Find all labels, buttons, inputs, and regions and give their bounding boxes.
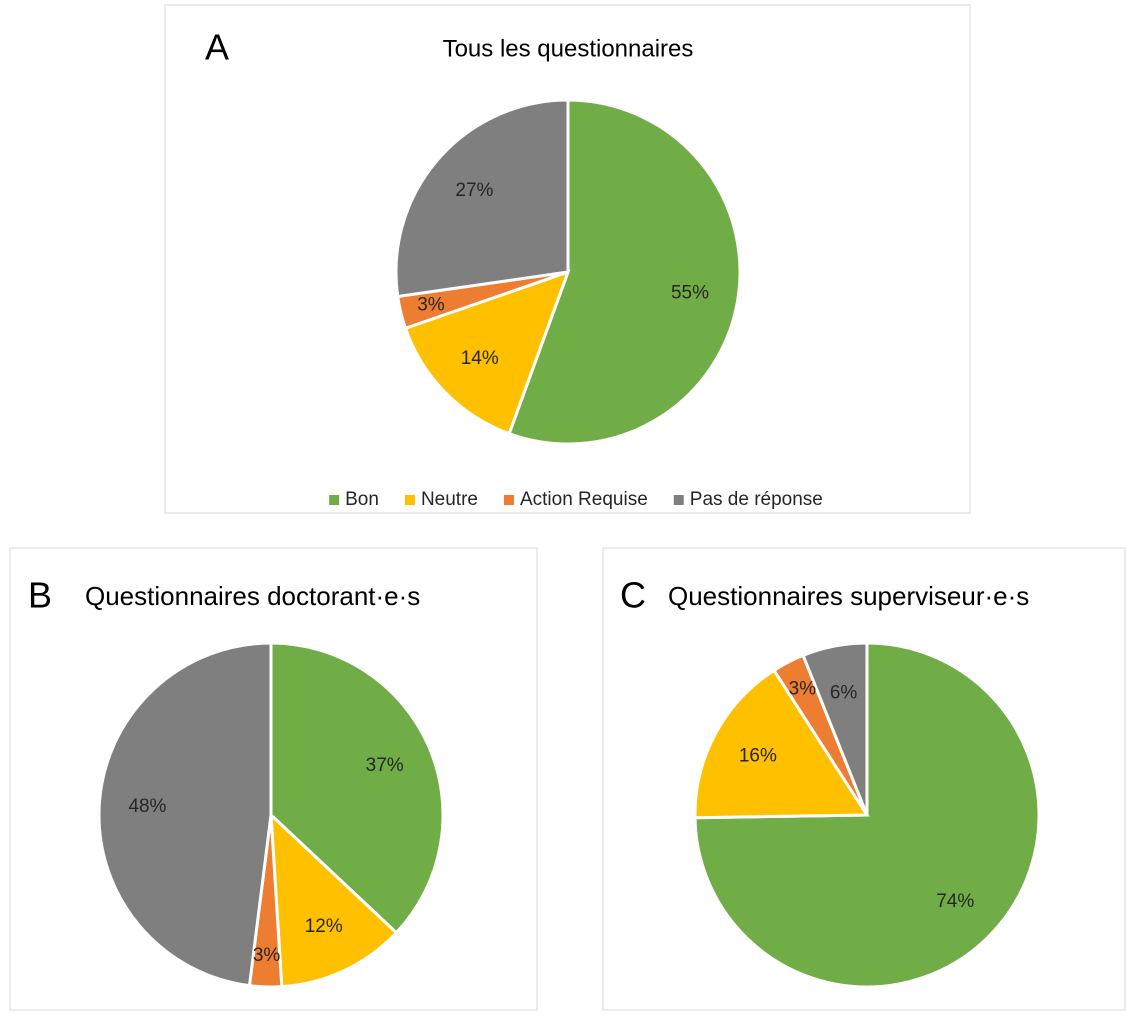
pie-slice xyxy=(507,98,742,446)
pie-slice xyxy=(97,641,273,988)
data-label: 16% xyxy=(739,746,777,767)
data-label: 48% xyxy=(128,796,166,817)
panel-letter: C xyxy=(620,575,646,616)
legend-swatch xyxy=(503,495,514,505)
data-label: 14% xyxy=(461,348,499,369)
pie-slice xyxy=(801,641,869,816)
pie-slice xyxy=(269,811,399,989)
legend-swatch xyxy=(404,495,415,505)
panel-letter: B xyxy=(28,575,52,616)
data-label: 12% xyxy=(305,916,343,937)
legend-swatch xyxy=(673,495,684,505)
legend-label: Pas de réponse xyxy=(690,489,823,510)
data-label: 3% xyxy=(417,294,445,315)
legend-label: Neutre xyxy=(421,489,478,510)
pie-slice xyxy=(269,641,445,935)
legend-label: Action Requise xyxy=(520,489,648,510)
data-label: 55% xyxy=(671,283,709,304)
pie-slice xyxy=(693,668,870,820)
data-label: 3% xyxy=(789,679,817,700)
legend: Bon Neutre Action Requise Pas de réponse xyxy=(329,489,823,510)
data-label: 37% xyxy=(366,755,404,776)
data-label: 27% xyxy=(455,180,493,201)
data-label: 6% xyxy=(830,682,858,703)
legend-swatch xyxy=(329,495,340,505)
data-label: 74% xyxy=(936,891,974,912)
chart-title: Questionnaires doctorant·e·s xyxy=(85,581,420,611)
legend-label: Bon xyxy=(345,489,379,510)
chart-title: Tous les questionnaires xyxy=(443,35,694,62)
pie-slice xyxy=(403,269,571,436)
chart-title: Questionnaires superviseur·e·s xyxy=(668,581,1029,611)
panel-letter: A xyxy=(205,27,229,68)
data-label: 3% xyxy=(253,945,281,966)
pie-slice xyxy=(394,98,570,299)
